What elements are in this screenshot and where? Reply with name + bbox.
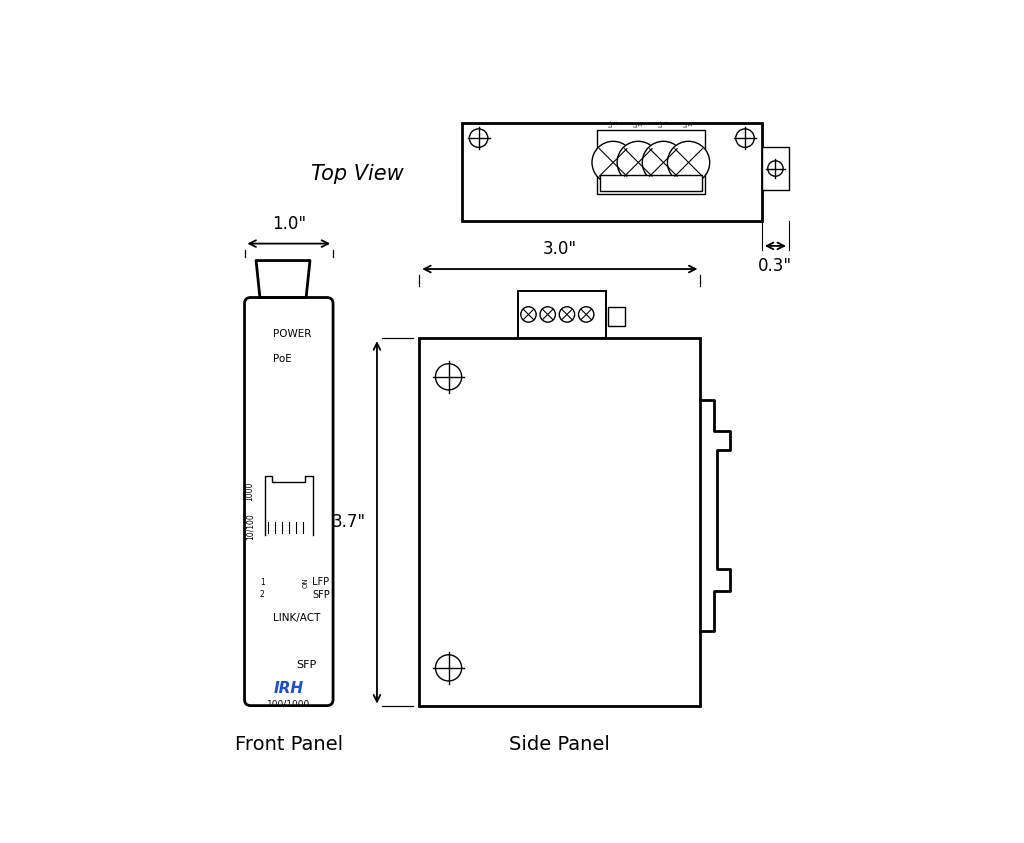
Text: SFP: SFP — [312, 590, 330, 599]
Bar — [254, 374, 324, 452]
Bar — [762, 148, 788, 190]
Circle shape — [617, 142, 659, 184]
Bar — [271, 577, 283, 588]
Circle shape — [736, 129, 755, 148]
Bar — [600, 175, 701, 191]
Bar — [256, 636, 322, 694]
Text: CONVERTER: CONVERTER — [260, 438, 317, 448]
Polygon shape — [256, 260, 310, 298]
Bar — [518, 291, 606, 338]
Bar — [267, 575, 301, 603]
Text: L-
1: L- 1 — [684, 121, 693, 126]
Bar — [287, 577, 298, 588]
Circle shape — [521, 307, 537, 322]
Text: L+
1: L+ 1 — [658, 118, 669, 126]
Bar — [597, 131, 705, 195]
Text: 3.0": 3.0" — [543, 240, 577, 258]
Text: SFP: SFP — [297, 660, 316, 670]
Circle shape — [258, 613, 268, 623]
Text: 1+1: 1+1 — [258, 389, 319, 416]
Text: 1.0": 1.0" — [271, 215, 306, 233]
Circle shape — [469, 129, 487, 148]
Bar — [264, 482, 313, 534]
Text: PoE: PoE — [282, 433, 296, 442]
Circle shape — [435, 363, 462, 390]
Bar — [419, 338, 700, 706]
Text: IRH: IRH — [273, 681, 304, 696]
Text: L+
1: L+ 1 — [608, 118, 617, 126]
Circle shape — [258, 329, 268, 340]
Text: Front Panel: Front Panel — [234, 734, 343, 754]
Text: 2: 2 — [260, 590, 264, 599]
Text: GIGABIT: GIGABIT — [271, 424, 306, 433]
Text: POWER: POWER — [273, 330, 311, 340]
Bar — [262, 642, 289, 686]
Bar — [286, 577, 298, 599]
Bar — [270, 577, 283, 599]
Text: 1000: 1000 — [246, 482, 255, 502]
Circle shape — [559, 307, 574, 322]
Text: 10/100: 10/100 — [246, 513, 255, 540]
Circle shape — [579, 307, 594, 322]
Bar — [254, 435, 324, 452]
Circle shape — [642, 142, 685, 184]
Text: Side Panel: Side Panel — [509, 735, 610, 754]
Circle shape — [592, 142, 634, 184]
Text: L-
1: L- 1 — [634, 121, 643, 126]
Text: 0.3": 0.3" — [759, 257, 793, 275]
Bar — [258, 475, 319, 544]
Circle shape — [768, 161, 783, 176]
Circle shape — [668, 142, 710, 184]
Text: 3.7": 3.7" — [332, 513, 367, 531]
Text: LINK/ACT: LINK/ACT — [273, 613, 321, 623]
Circle shape — [540, 307, 555, 322]
Bar — [608, 308, 625, 326]
Text: 100/1000: 100/1000 — [267, 700, 310, 709]
Circle shape — [435, 655, 462, 681]
Text: ON: ON — [303, 577, 309, 588]
FancyBboxPatch shape — [245, 298, 333, 706]
Text: PoE: PoE — [273, 354, 292, 364]
Circle shape — [258, 354, 268, 364]
Text: 1: 1 — [260, 578, 264, 587]
Text: Top View: Top View — [311, 164, 404, 185]
Bar — [462, 123, 762, 221]
Text: LFP: LFP — [312, 577, 330, 588]
